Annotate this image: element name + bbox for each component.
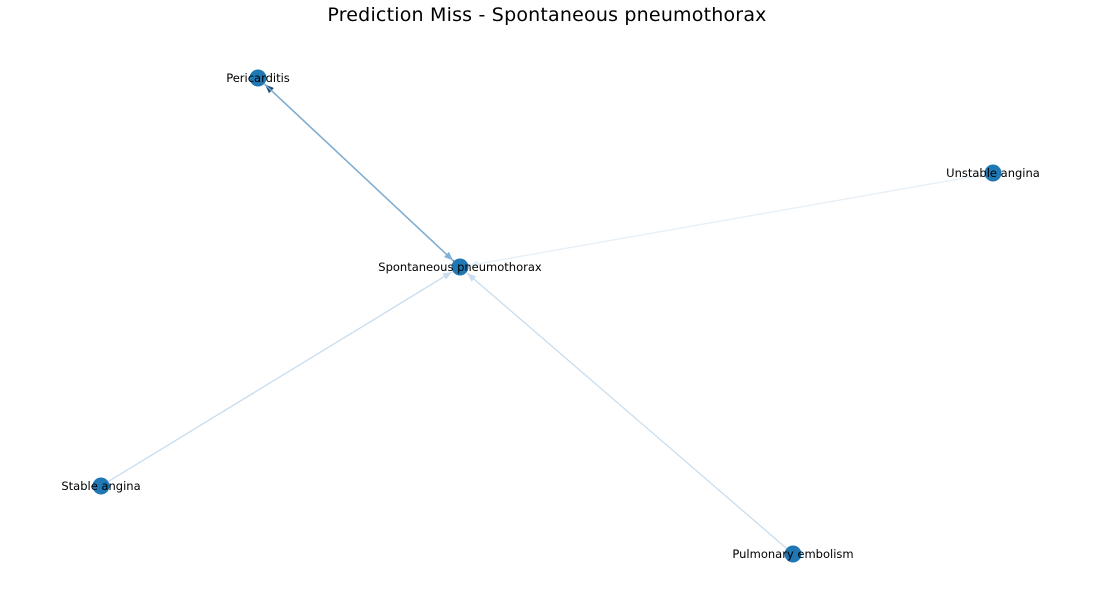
node-label-unstable_angina: Unstable angina: [946, 166, 1040, 180]
edge-stable_angina-to-spontaneous_pneumothorax: [107, 271, 453, 483]
chart-title: Prediction Miss - Spontaneous pneumothor…: [327, 4, 767, 26]
nodes-layer: [92, 69, 1002, 563]
node-label-spontaneous_pneumothorax: Spontaneous pneumothorax: [378, 260, 542, 274]
edge-pericarditis-to-spontaneous_pneumothorax: [263, 83, 454, 261]
node-stable_angina: [92, 477, 110, 495]
node-label-pericarditis: Pericarditis: [226, 71, 290, 85]
node-pulmonary_embolism: [784, 545, 802, 563]
node-label-pulmonary_embolism: Pulmonary embolism: [732, 547, 853, 561]
node-unstable_angina: [984, 164, 1002, 182]
edges-layer: [107, 83, 985, 549]
edge-pulmonary_embolism-to-spontaneous_pneumothorax: [466, 272, 787, 549]
node-spontaneous_pneumothorax: [451, 258, 469, 276]
node-pericarditis: [249, 69, 267, 87]
labels-layer: Pericarditis Spontaneous pneumothorax Unst…: [61, 71, 1039, 561]
node-label-stable_angina: Stable angina: [61, 479, 140, 493]
edge-unstable_angina-to-spontaneous_pneumothorax: [469, 173, 985, 268]
